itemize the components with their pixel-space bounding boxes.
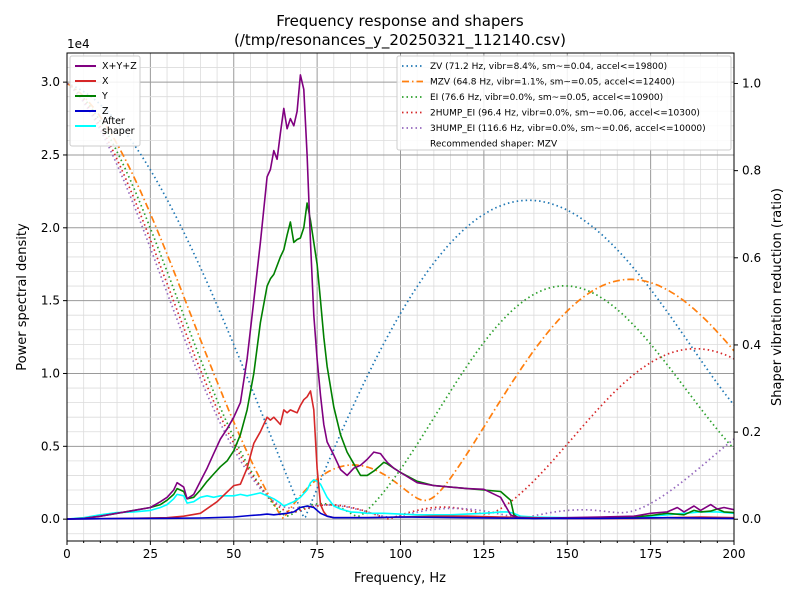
legend-label: X (102, 76, 109, 87)
legend-label: 2HUMP_EI (96.4 Hz, vibr=0.0%, sm~=0.06, … (430, 109, 700, 119)
psd-curves (67, 74, 734, 520)
shaper-curves (67, 82, 734, 520)
x-tick-label: 200 (723, 547, 746, 561)
y-tick-label: 0.5 (41, 439, 60, 453)
y-tick-label: 1.0 (41, 366, 60, 380)
chart-subtitle: (/tmp/resonances_y_20250321_112140.csv) (234, 31, 566, 50)
shaper-curve-2hump_ei (67, 82, 734, 520)
y2-tick-label: 0.4 (742, 338, 761, 352)
legend-label: MZV (64.8 Hz, vibr=1.1%, sm~=0.05, accel… (430, 78, 675, 88)
y2-tick-label: 0.2 (742, 425, 761, 439)
y2-tick-label: 0.6 (742, 251, 761, 265)
legend-label: Y (101, 91, 108, 102)
shaper-curve-ei (67, 82, 734, 518)
x-tick-label: 175 (639, 547, 662, 561)
y-tick-label: 3.0 (41, 75, 60, 89)
legend-psd-box (69, 55, 141, 147)
y-tick-label: 1.5 (41, 294, 60, 308)
shaper-curve-zv (67, 82, 734, 519)
y-tick-label: 2.0 (41, 221, 60, 235)
recommended-shaper: Recommended shaper: MZV (430, 140, 558, 150)
x-tick-label: 125 (472, 547, 495, 561)
x-axis-label: Frequency, Hz (354, 571, 446, 586)
legend-shapers: ZV (71.2 Hz, vibr=8.4%, sm~=0.04, accel<… (396, 55, 732, 151)
y-axis-label: Power spectral density (15, 223, 30, 371)
legend-label: ZV (71.2 Hz, vibr=8.4%, sm~=0.04, accel<… (430, 62, 667, 72)
x-tick-label: 50 (226, 547, 241, 561)
axis-ticks: 0 25 50 75 100 125 150 175 200 0.0 0.5 1.0 1.5 2.0 2.5… (41, 75, 761, 561)
psd-curve-after-shaper (67, 479, 734, 520)
y-tick-label: 2.5 (41, 148, 60, 162)
legend-label: X+Y+Z (102, 61, 137, 72)
chart-title: Frequency response and shapers (276, 12, 524, 30)
y2-axis-label: Shaper vibration reduction (ratio) (770, 188, 785, 406)
legend-label: After shaper (102, 116, 135, 137)
x-tick-label: 25 (143, 547, 158, 561)
x-tick-label: 150 (556, 547, 579, 561)
psd-curve-x (67, 390, 734, 520)
legend-label: Z (102, 106, 109, 117)
legend-label: EI (76.6 Hz, vibr=0.0%, sm~=0.05, accel<… (430, 93, 663, 103)
y-tick-label: 0.0 (41, 512, 60, 526)
shaper-curve-mzv (67, 82, 734, 520)
y2-tick-label: 1.0 (742, 77, 761, 91)
x-tick-label: 100 (389, 547, 412, 561)
legend-shapers-box (396, 55, 732, 151)
x-tick-label: 0 (63, 547, 71, 561)
y2-tick-label: 0.8 (742, 164, 761, 178)
shaper-curve-3hump_ei (67, 82, 734, 519)
x-tick-label: 75 (309, 547, 324, 561)
legend-label: 3HUMP_EI (116.6 Hz, vibr=0.0%, sm~=0.06,… (430, 124, 706, 134)
psd-curve-z (67, 505, 734, 520)
y2-tick-label: 0.0 (742, 512, 761, 526)
y-offset-text: 1e4 (67, 37, 90, 51)
